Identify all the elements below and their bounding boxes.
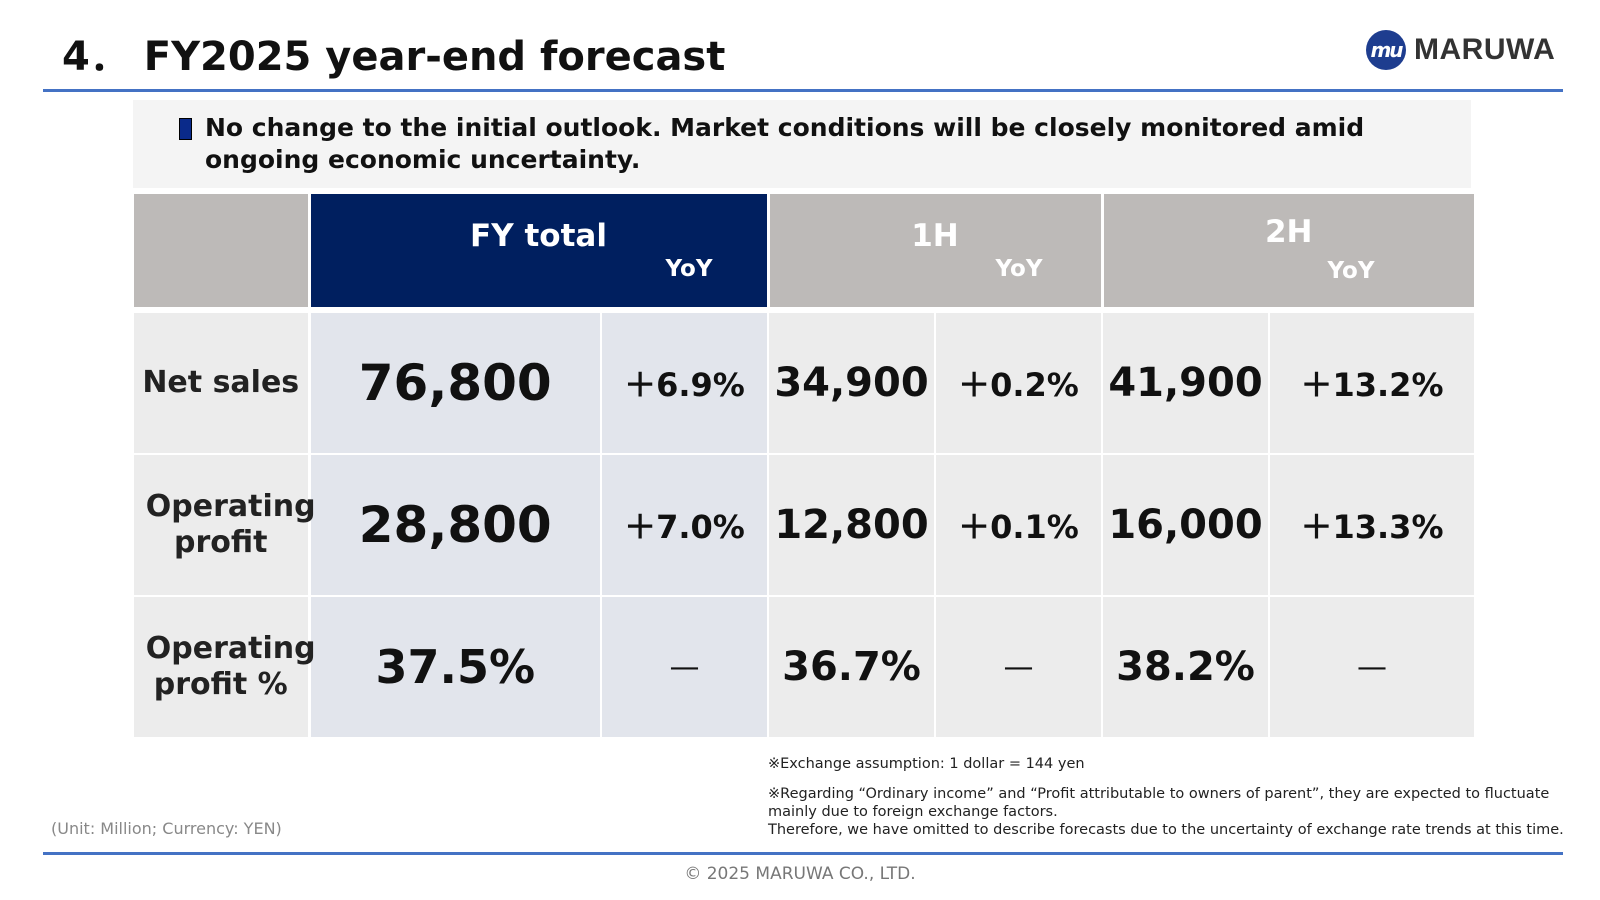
page-title: 4． FY2025 year-end forecast xyxy=(62,34,726,80)
fy-yoy-value: ＋6.9% xyxy=(601,313,769,455)
header-1h-label: 1H xyxy=(911,218,959,254)
fy-total-value: 76,800 xyxy=(309,313,602,455)
row-label-text: Operating profit % xyxy=(145,631,316,702)
logo-text: MARUWA xyxy=(1414,33,1556,66)
table-header-row: FY total YoY 1H YoY 2H YoY xyxy=(134,194,1474,307)
row-label: Net sales xyxy=(134,313,311,455)
2h-yoy-value: ＋13.2% xyxy=(1269,313,1474,455)
copyright: © 2025 MARUWA CO., LTD. xyxy=(684,864,916,884)
1h-value: 12,800 xyxy=(768,454,936,597)
note-therefore: Therefore, we have omitted to describe f… xyxy=(768,822,1564,838)
2h-value: 41,900 xyxy=(1102,313,1270,455)
header-fy-total: FY total YoY xyxy=(309,194,770,307)
1h-yoy-value: ＋0.1% xyxy=(935,454,1103,597)
table-row-operating-profit-pct: Operating profit % 37.5% — 36.7% — 38.2%… xyxy=(134,596,1474,737)
header-blank-cell xyxy=(134,194,311,307)
fy-yoy-value: ＋7.0% xyxy=(601,454,769,597)
1h-yoy-value: ＋0.2% xyxy=(935,313,1103,455)
table-row-operating-profit: Operating profit 28,800 ＋7.0% 12,800 ＋0.… xyxy=(134,454,1474,597)
message-box: No change to the initial outlook. Market… xyxy=(133,100,1471,188)
message-text: No change to the initial outlook. Market… xyxy=(205,113,1365,174)
header-divider xyxy=(43,89,1563,92)
footer-divider xyxy=(43,852,1563,855)
logo-mark-icon: mu xyxy=(1366,30,1406,70)
fy-total-value: 37.5% xyxy=(309,596,602,737)
company-logo: mu MARUWA xyxy=(1366,28,1555,72)
notes: ※Exchange assumption: 1 dollar = 144 yen… xyxy=(768,755,1568,839)
header-fy-total-label: FY total xyxy=(470,218,607,254)
header-fy-yoy-label: YoY xyxy=(665,256,713,282)
header-2h: 2H YoY xyxy=(1102,194,1474,307)
header-2h-label: 2H xyxy=(1264,214,1313,250)
table-row-net-sales: Net sales 76,800 ＋6.9% 34,900 ＋0.2% 41,9… xyxy=(134,313,1474,455)
note-regarding: ※Regarding “Ordinary income” and “Profit… xyxy=(768,786,1550,820)
fy-yoy-value: — xyxy=(601,596,769,737)
unit-label: (Unit: Million; Currency: YEN) xyxy=(51,819,282,838)
2h-yoy-value: ＋13.3% xyxy=(1269,454,1474,597)
header-1h: 1H YoY xyxy=(768,194,1104,307)
row-label: Operating profit % xyxy=(134,596,316,737)
2h-yoy-value: — xyxy=(1269,596,1474,737)
fy-total-value: 28,800 xyxy=(309,454,602,597)
2h-value: 16,000 xyxy=(1102,454,1270,597)
1h-value: 36.7% xyxy=(768,596,936,737)
note-exchange: ※Exchange assumption: 1 dollar = 144 yen xyxy=(768,756,1085,772)
row-label-text: Operating profit xyxy=(145,489,316,560)
2h-value: 38.2% xyxy=(1102,596,1270,737)
row-label: Operating profit xyxy=(134,454,316,597)
header-1h-yoy-label: YoY xyxy=(995,256,1043,282)
header-2h-yoy-label: YoY xyxy=(1327,258,1375,284)
1h-yoy-value: — xyxy=(935,596,1103,737)
forecast-table: FY total YoY 1H YoY 2H YoY Net sales 76,… xyxy=(134,194,1474,737)
bullet-square-icon xyxy=(179,118,192,140)
1h-value: 34,900 xyxy=(768,313,936,455)
